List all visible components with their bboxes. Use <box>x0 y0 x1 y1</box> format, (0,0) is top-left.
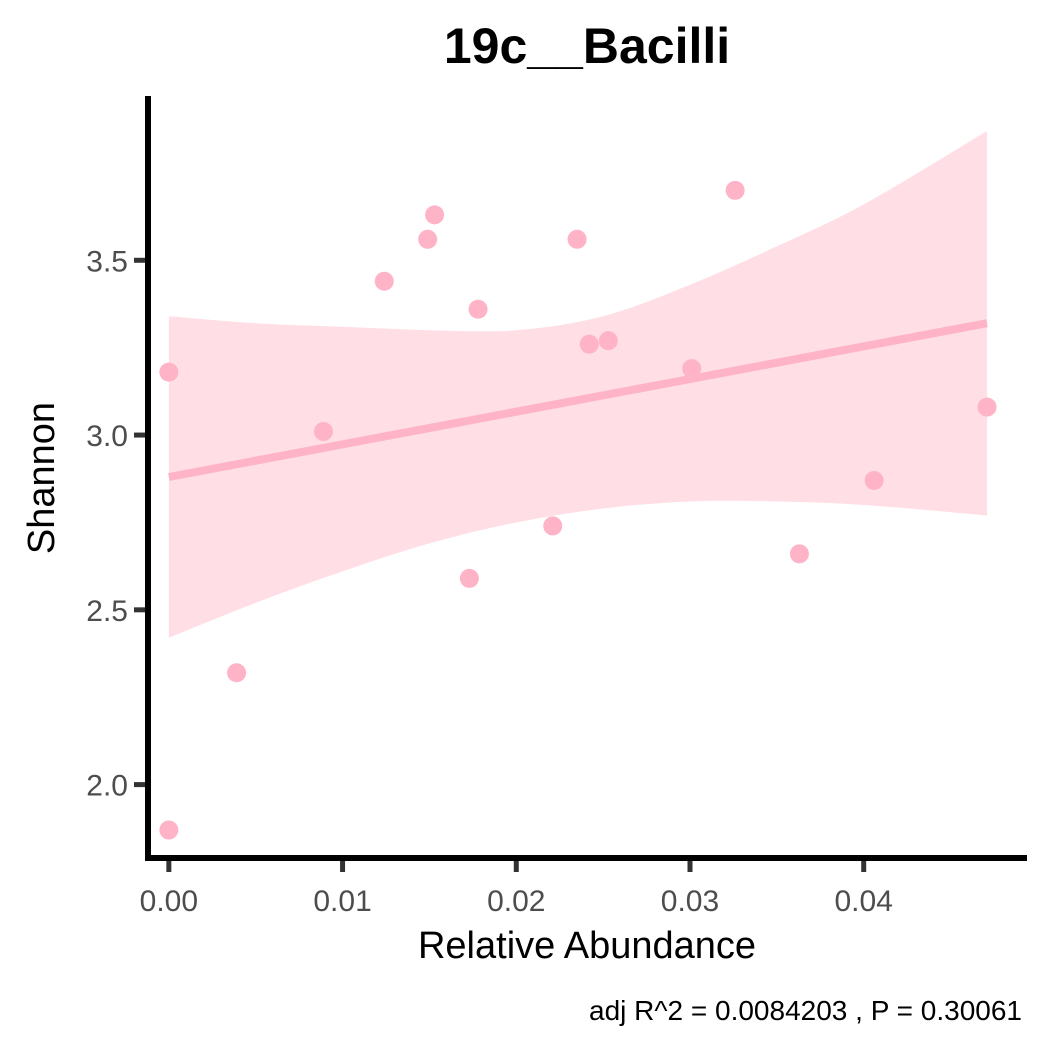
data-point <box>789 544 809 564</box>
data-point <box>567 229 587 249</box>
x-tick-label: 0.01 <box>313 885 371 918</box>
y-tick-label: 3.0 <box>86 420 128 453</box>
data-point <box>459 568 479 588</box>
y-tick-layer: 2.0 2.5 3.0 3.5 <box>86 245 145 803</box>
data-point <box>227 663 247 683</box>
x-tick-label: 0.03 <box>661 885 719 918</box>
data-point <box>682 359 702 379</box>
data-point <box>543 516 563 536</box>
x-tick-label: 0.04 <box>835 885 893 918</box>
y-tick-label: 3.5 <box>86 245 128 278</box>
regression-line <box>168 319 988 481</box>
x-axis-title: Relative Abundance <box>418 925 756 967</box>
points-layer <box>159 180 997 840</box>
x-tick-label: 0.02 <box>487 885 545 918</box>
chart-title: 19c__Bacilli <box>444 18 730 74</box>
fit-line-layer <box>168 319 988 481</box>
data-point <box>159 820 179 840</box>
data-point <box>468 299 488 319</box>
confidence-band <box>168 130 988 638</box>
data-point <box>977 397 997 417</box>
data-point <box>418 229 438 249</box>
data-point <box>598 331 618 351</box>
data-point <box>374 271 394 291</box>
y-tick-label: 2.5 <box>86 595 128 628</box>
confidence-band-layer <box>168 130 988 638</box>
data-point <box>579 334 599 354</box>
data-point <box>864 470 884 490</box>
x-tick-label: 0.00 <box>140 885 198 918</box>
y-tick-label: 2.0 <box>86 770 128 803</box>
y-axis-title: Shannon <box>21 402 63 554</box>
x-tick-layer: 0.00 0.01 0.02 0.03 0.04 <box>140 861 893 918</box>
data-point <box>425 205 445 225</box>
data-point <box>313 422 333 442</box>
data-point <box>159 362 179 382</box>
stats-caption: adj R^2 = 0.0084203 , P = 0.30061 <box>589 995 1022 1026</box>
data-point <box>725 180 745 200</box>
